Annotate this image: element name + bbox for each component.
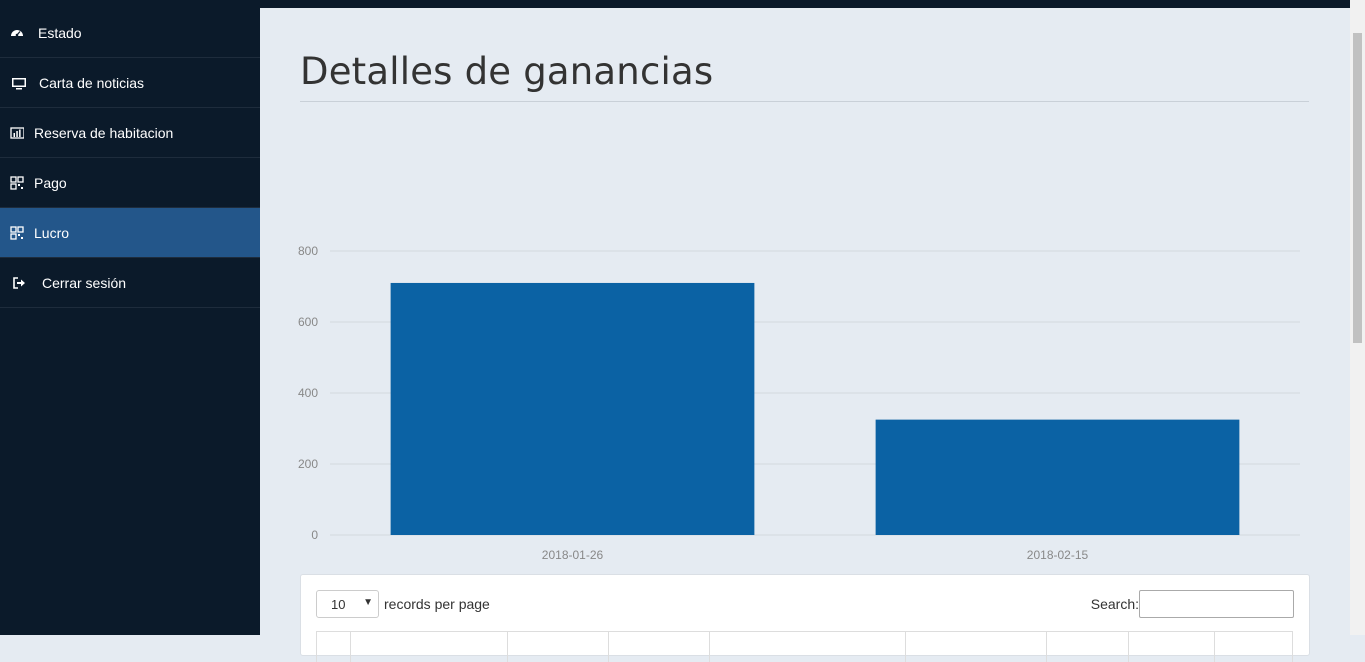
search-label: Search: [1090,596,1139,612]
sign-out-icon [13,276,25,289]
table-header-cell[interactable] [507,632,608,662]
page-title: Detalles de ganancias [300,50,714,93]
y-tick-label: 200 [298,457,318,471]
sidebar-item-label: Pago [34,174,67,191]
table-header-cell[interactable] [350,632,507,662]
page-length-control: 10 ▼ records per page [316,590,490,618]
sidebar-item-cerrar-sesion[interactable]: Cerrar sesión [0,258,260,308]
x-tick-label: 2018-01-26 [542,548,604,562]
table-header-cell[interactable] [1128,632,1214,662]
page-scrollbar[interactable] [1350,0,1365,635]
table-header-cell[interactable] [709,632,905,662]
sidebar-item-reserva-de-habitacion[interactable]: Reserva de habitacion [0,108,260,158]
sidebar-item-label: Reserva de habitacion [34,124,174,141]
bar-chart-icon [10,126,24,139]
sidebar-item-label: Cerrar sesión [42,274,127,291]
qrcode-icon [10,225,24,240]
sidebar-item-carta-de-noticias[interactable]: Carta de noticias [0,58,260,108]
x-tick-label: 2018-02-15 [1027,548,1089,562]
y-tick-label: 400 [298,386,318,400]
y-tick-label: 0 [311,528,318,542]
page-length-value: 10 [331,596,346,612]
scrollbar-thumb[interactable] [1353,33,1362,343]
search-control: Search: [1091,590,1294,618]
sidebar-item-pago[interactable]: Pago [0,158,260,208]
table-header-cell[interactable] [1046,632,1128,662]
records-table-panel: 10 ▼ records per page Search: [300,574,1310,662]
table-header-cell[interactable] [905,632,1046,662]
table-header-cell[interactable] [1214,632,1293,662]
records-per-page-label: records per page [384,596,490,612]
bar [390,282,755,535]
dropdown-arrow-icon: ▼ [363,597,373,608]
sidebar-item-label: Lucro [34,224,70,241]
title-divider [300,101,1309,102]
table-header-cell[interactable] [608,632,709,662]
y-tick-label: 800 [298,244,318,258]
page-length-select[interactable]: 10 ▼ [316,590,379,618]
sidebar-item-label: Carta de noticias [39,74,145,91]
dashboard-icon [11,29,23,36]
search-input[interactable] [1139,590,1294,618]
earnings-bar-chart: 0 200 400 600 800 2018-01-26 2018-02-15 [298,244,1300,562]
sidebar: Estado Carta de noticias Reserva de habi… [0,8,260,635]
table-header-cell[interactable] [316,632,350,662]
monitor-icon [12,77,26,89]
qrcode-icon [10,175,24,190]
sidebar-item-label: Estado [38,24,82,41]
table-header-row [316,631,1293,662]
y-tick-label: 600 [298,315,318,329]
sidebar-item-lucro[interactable]: Lucro [0,208,260,258]
top-bar [0,0,1350,8]
sidebar-item-estado[interactable]: Estado [0,8,260,58]
bar [875,419,1240,535]
main-content: Detalles de ganancias 0 200 400 600 800 2018-… [260,8,1350,662]
